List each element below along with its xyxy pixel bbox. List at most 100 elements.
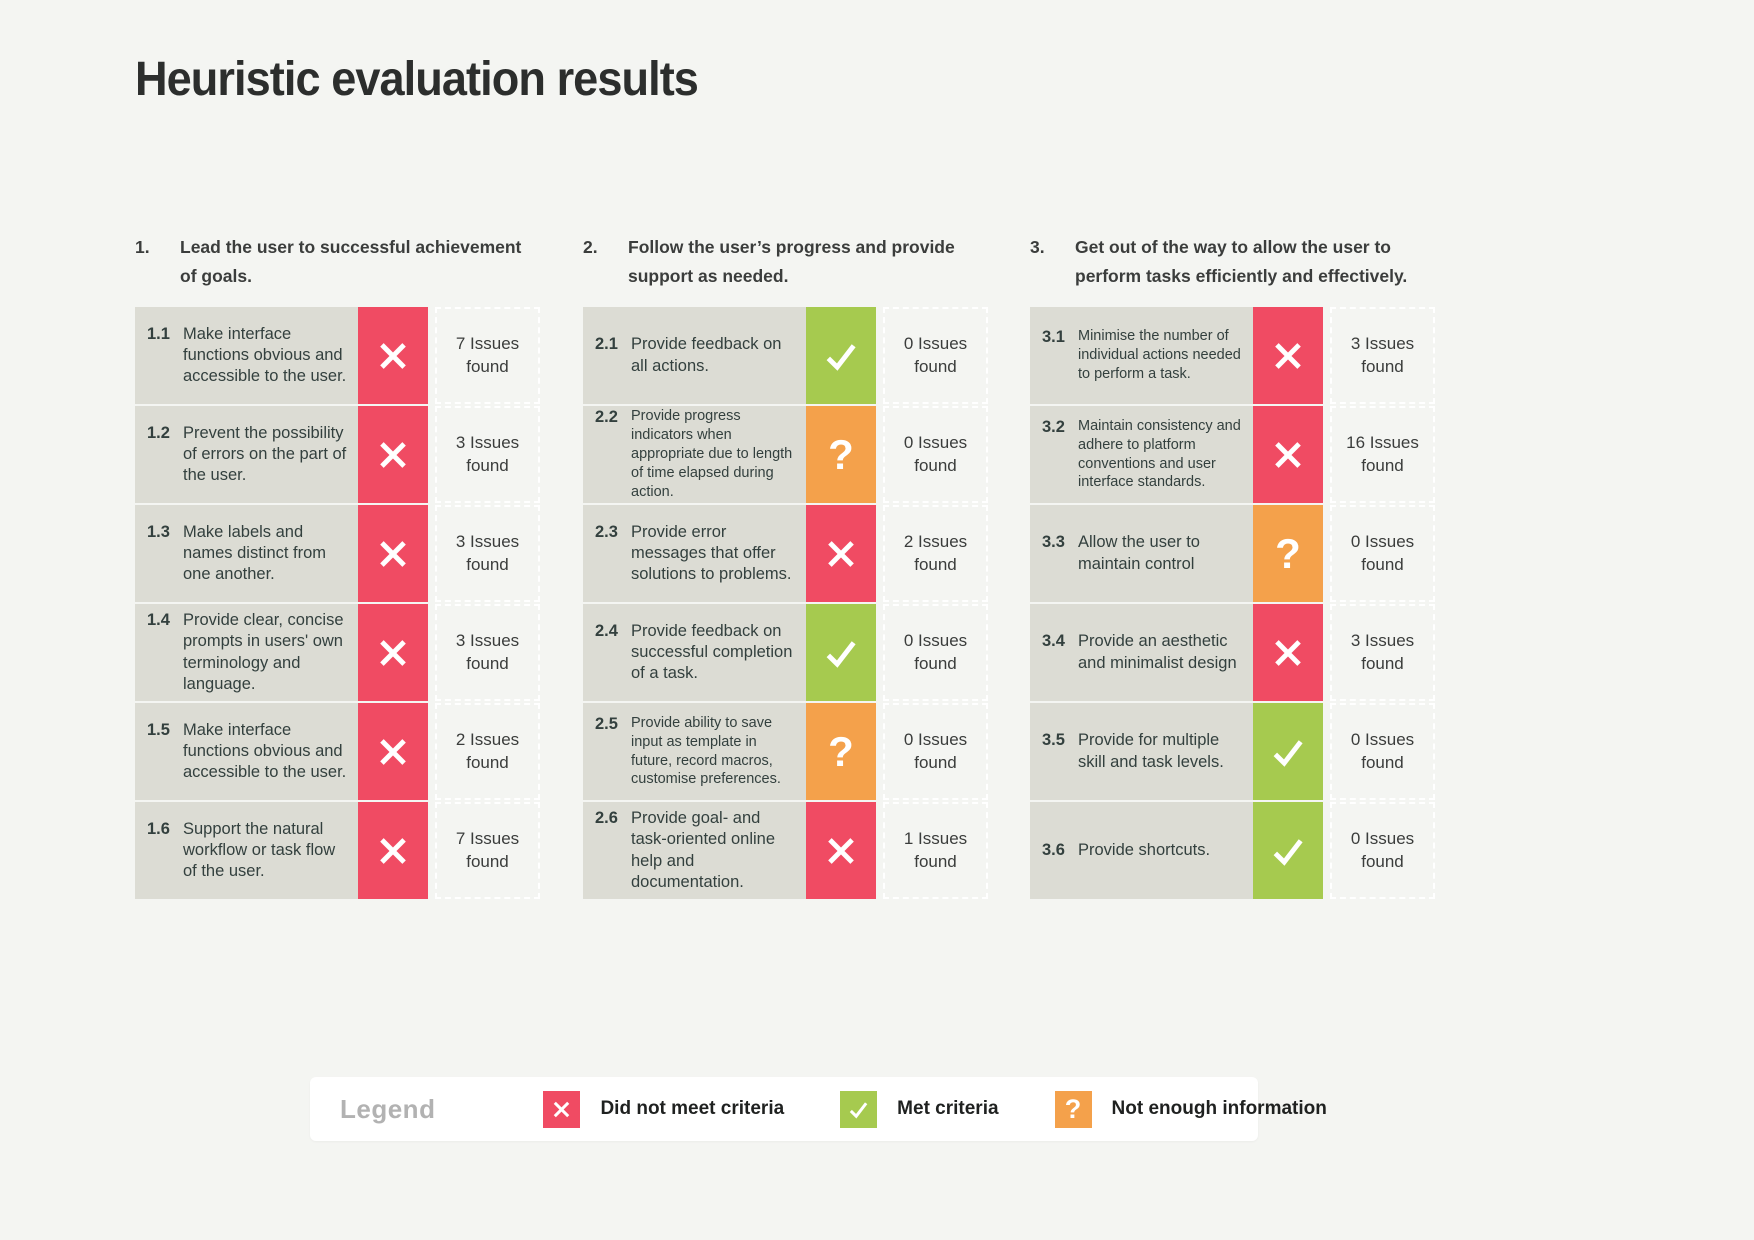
- criterion-id: 2.5: [595, 714, 618, 733]
- status-badge: ?: [806, 406, 876, 503]
- issues-found-label: 7 Issues found: [455, 828, 520, 871]
- column-2-rows: 2.1 Provide feedback on all actions. 0 Iss…: [583, 307, 988, 899]
- column-1-header: 1. Lead the user to successful achieveme…: [135, 225, 540, 307]
- status-badge: [1253, 802, 1323, 899]
- criterion-description: 3.1 Minimise the number of individual act…: [1030, 307, 1253, 404]
- issues-found: 16 Issues found: [1330, 406, 1435, 503]
- criterion-description: 1.2 Prevent the possibility of errors on …: [135, 406, 358, 503]
- issues-found-label: 0 Issues found: [1350, 828, 1415, 871]
- legend-label-unknown: Not enough information: [1111, 1098, 1327, 1119]
- question-icon: ?: [828, 430, 854, 478]
- criterion-text: Provide feedback on successful completio…: [631, 621, 793, 683]
- criterion-row: 1.1 Make interface functions obvious and …: [135, 307, 540, 404]
- x-icon: [1269, 634, 1307, 672]
- criterion-text: Provide progress indicators when appropr…: [631, 408, 793, 500]
- issues-found-label: 16 Issues found: [1346, 432, 1419, 475]
- check-icon: [1269, 733, 1307, 771]
- column-3-number: 3.: [1030, 237, 1045, 257]
- issues-found-label: 1 Issues found: [903, 828, 968, 871]
- heuristic-column-2: 2. Follow the user’s progress and provid…: [583, 225, 988, 901]
- issues-found: 0 Issues found: [883, 406, 988, 503]
- criterion-row: 2.3 Provide error messages that offer sol…: [583, 505, 988, 602]
- question-icon: ?: [828, 727, 854, 775]
- issues-found-label: 0 Issues found: [903, 432, 968, 475]
- question-icon: ?: [1064, 1093, 1082, 1124]
- status-badge: [358, 307, 428, 404]
- criterion-description: 2.4 Provide feedback on successful comple…: [583, 604, 806, 701]
- issues-found: 7 Issues found: [435, 307, 540, 404]
- criterion-id: 1.2: [147, 423, 170, 442]
- x-icon: [822, 535, 860, 573]
- criterion-text: Provide feedback on all actions.: [631, 335, 782, 375]
- legend-item-unknown: ? Not enough information: [1054, 1090, 1327, 1128]
- status-badge: [806, 505, 876, 602]
- check-icon: [840, 1090, 878, 1128]
- criterion-id: 2.4: [595, 621, 618, 640]
- legend-label-fail: Did not meet criteria: [600, 1098, 785, 1119]
- criterion-row: 3.6 Provide shortcuts. 0 Issues found: [1030, 802, 1435, 899]
- legend-item-fail: Did not meet criteria: [543, 1090, 785, 1128]
- criterion-id: 3.6: [1042, 840, 1065, 859]
- issues-found: 0 Issues found: [1330, 802, 1435, 899]
- criterion-description: 1.6 Support the natural workflow or task …: [135, 802, 358, 899]
- criterion-description: 1.1 Make interface functions obvious and …: [135, 307, 358, 404]
- question-icon: ?: [1275, 529, 1301, 577]
- heuristic-column-3: 3. Get out of the way to allow the user …: [1030, 225, 1435, 901]
- criterion-id: 1.3: [147, 522, 170, 541]
- status-badge: [806, 307, 876, 404]
- column-1-heading: Lead the user to successful achievement …: [180, 237, 522, 286]
- issues-found-label: 0 Issues found: [1350, 729, 1415, 772]
- legend-title: Legend: [340, 1093, 436, 1124]
- column-2-number: 2.: [583, 237, 598, 257]
- issues-found: 0 Issues found: [883, 307, 988, 404]
- criterion-row: 2.5 Provide ability to save input as temp…: [583, 703, 988, 800]
- criterion-text: Provide error messages that offer soluti…: [631, 522, 792, 584]
- criterion-id: 2.1: [595, 335, 618, 354]
- issues-found-label: 3 Issues found: [1350, 630, 1415, 673]
- status-badge: [358, 604, 428, 701]
- status-badge: ?: [1253, 505, 1323, 602]
- criterion-id: 3.5: [1042, 731, 1065, 750]
- criterion-description: 2.5 Provide ability to save input as temp…: [583, 703, 806, 800]
- column-2-header: 2. Follow the user’s progress and provid…: [583, 225, 988, 307]
- criterion-row: 3.1 Minimise the number of individual act…: [1030, 307, 1435, 404]
- heuristic-column-1: 1. Lead the user to successful achieveme…: [135, 225, 540, 901]
- criterion-text: Make interface functions obvious and acc…: [183, 324, 347, 386]
- issues-found: 2 Issues found: [435, 703, 540, 800]
- column-3-rows: 3.1 Minimise the number of individual act…: [1030, 307, 1435, 899]
- issues-found-label: 7 Issues found: [455, 333, 520, 376]
- status-badge: [1253, 307, 1323, 404]
- issues-found-label: 3 Issues found: [1350, 333, 1415, 376]
- issues-found: 0 Issues found: [883, 703, 988, 800]
- criterion-row: 2.1 Provide feedback on all actions. 0 Iss…: [583, 307, 988, 404]
- x-icon: [374, 733, 412, 771]
- criterion-description: 1.3 Make labels and names distinct from o…: [135, 505, 358, 602]
- issues-found: 0 Issues found: [883, 604, 988, 701]
- criterion-description: 2.1 Provide feedback on all actions.: [583, 307, 806, 404]
- criterion-id: 2.3: [595, 522, 618, 541]
- issues-found: 3 Issues found: [435, 505, 540, 602]
- criterion-text: Support the natural workflow or task flo…: [183, 819, 336, 881]
- issues-found: 7 Issues found: [435, 802, 540, 899]
- column-2-heading: Follow the user’s progress and provide s…: [628, 237, 955, 286]
- criterion-text: Prevent the possibility of errors on the…: [183, 423, 347, 485]
- criterion-text: Make labels and names distinct from one …: [183, 522, 327, 584]
- x-icon: [822, 832, 860, 870]
- issues-found-label: 3 Issues found: [455, 432, 520, 475]
- criterion-id: 2.2: [595, 408, 618, 427]
- x-icon: [374, 832, 412, 870]
- x-icon: [374, 634, 412, 672]
- criterion-id: 1.1: [147, 324, 170, 343]
- criterion-row: 3.3 Allow the user to maintain control? 0 …: [1030, 505, 1435, 602]
- criterion-row: 3.2 Maintain consistency and adhere to pl…: [1030, 406, 1435, 503]
- check-icon: [847, 1098, 870, 1121]
- criterion-row: 2.4 Provide feedback on successful comple…: [583, 604, 988, 701]
- status-badge: [1253, 604, 1323, 701]
- criterion-description: 3.4 Provide an aesthetic and minimalist d…: [1030, 604, 1253, 701]
- x-icon: [1269, 436, 1307, 474]
- criterion-id: 3.1: [1042, 328, 1065, 347]
- criterion-description: 3.6 Provide shortcuts.: [1030, 802, 1253, 899]
- status-badge: [1253, 703, 1323, 800]
- issues-found-label: 0 Issues found: [903, 333, 968, 376]
